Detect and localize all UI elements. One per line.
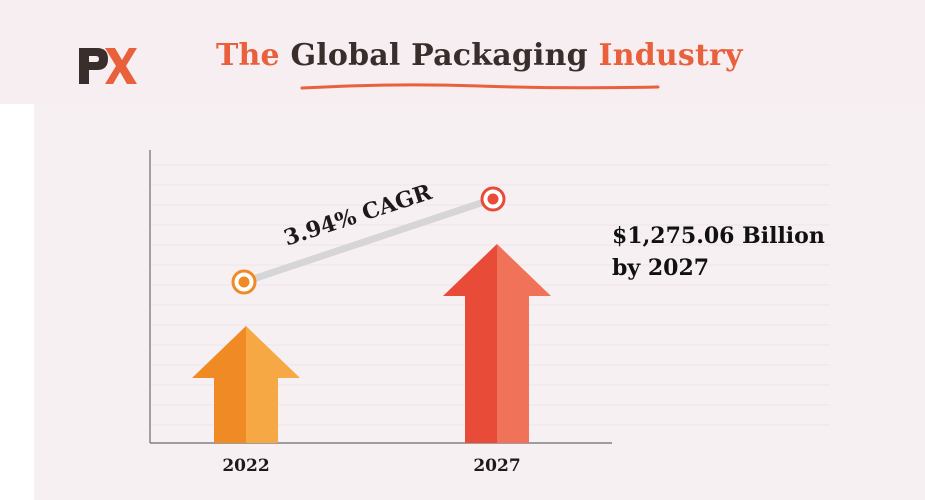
title-part-industry: Industry	[598, 38, 743, 73]
title-part-global-packaging: Global Packaging	[290, 38, 588, 73]
title-part-the: The	[216, 38, 280, 73]
left-margin-strip	[0, 104, 34, 500]
market-size-year: by 2027	[612, 255, 710, 281]
point-2022	[231, 269, 257, 295]
market-size-annotation: $1,275.06 Billion by 2027	[612, 220, 825, 284]
arrow-2022	[192, 326, 300, 443]
trend-line	[240, 195, 497, 286]
arrow-2027	[443, 244, 551, 443]
title-underline	[300, 83, 660, 90]
px-logo: PX	[79, 48, 137, 84]
point-2027	[480, 186, 506, 212]
x-tick-2022: 2022	[222, 456, 269, 476]
page-title: The Global Packaging Industry	[216, 38, 743, 74]
market-size-value: $1,275.06 Billion	[612, 223, 825, 249]
x-tick-2027: 2027	[473, 456, 520, 476]
